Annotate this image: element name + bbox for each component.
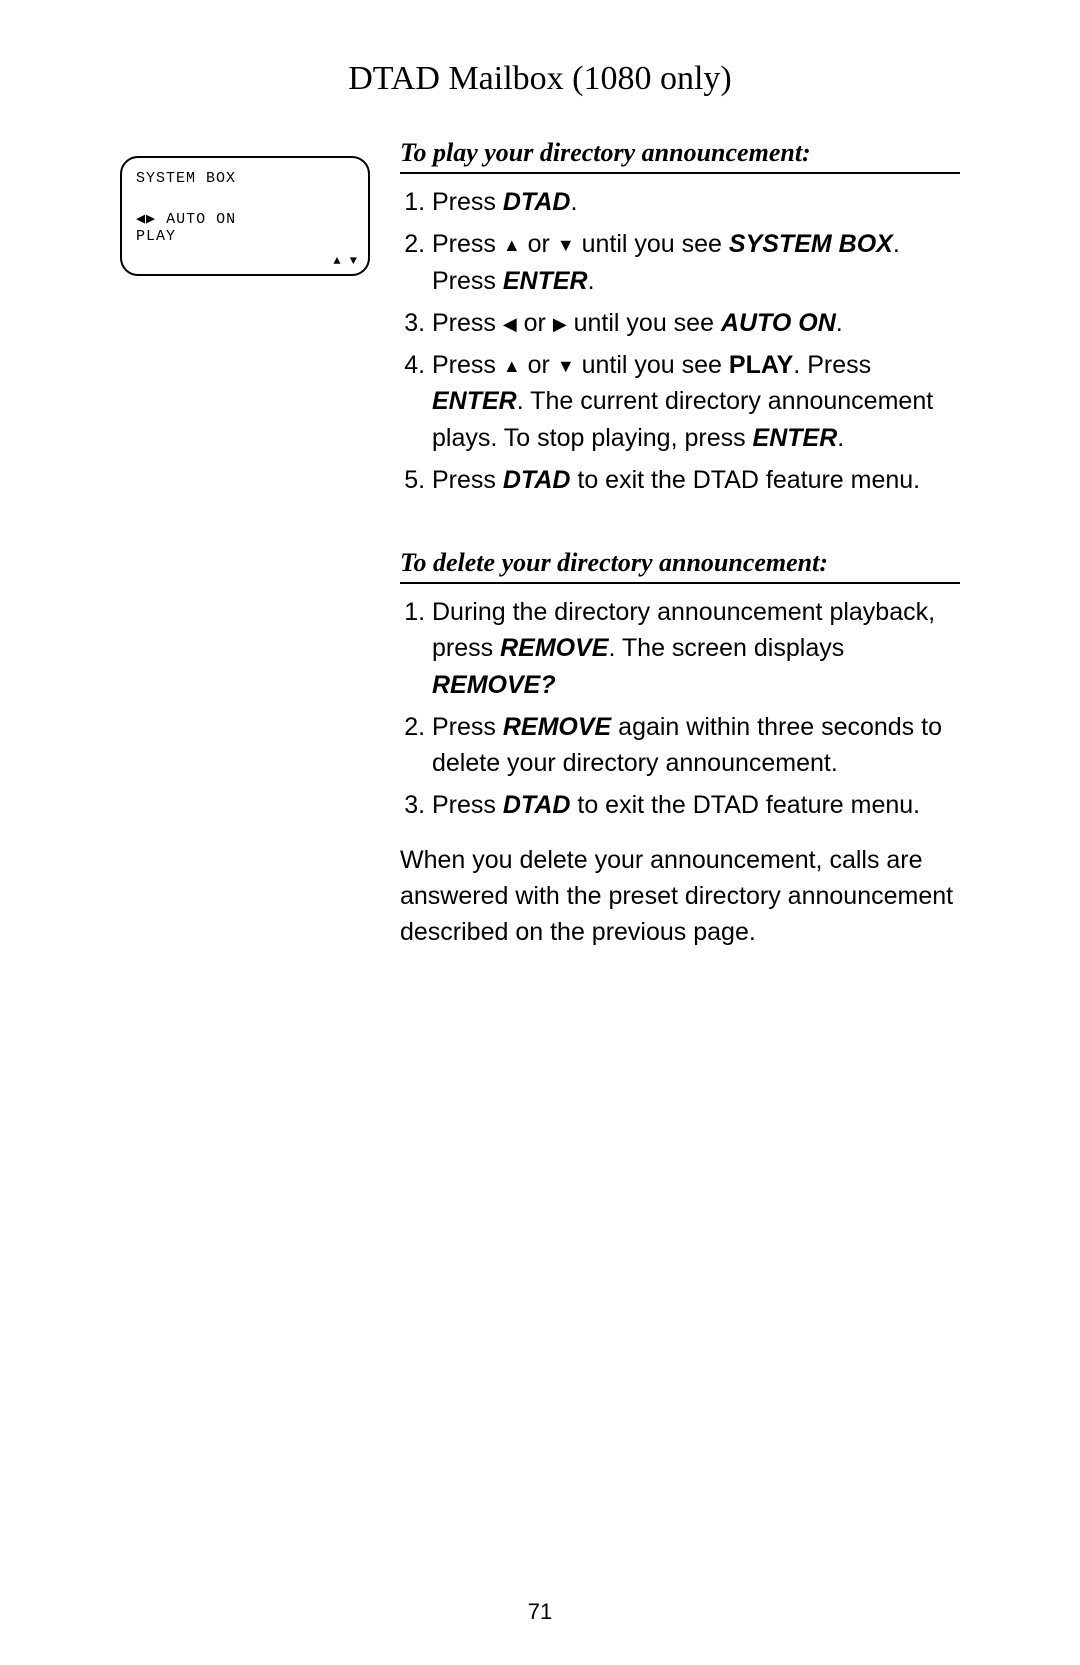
section-heading-play: To play your directory announcement: [400,138,960,174]
up-triangle-icon: ▲ [503,353,521,379]
section-heading-delete: To delete your directory announcement: [400,548,960,584]
page-title: DTAD Mailbox (1080 only) [120,60,960,98]
lcd-line-1: SYSTEM BOX [136,170,354,187]
list-item: During the directory announcement playba… [432,594,960,703]
lcd-line-3: PLAY [136,228,354,245]
list-item: Press DTAD to exit the DTAD feature menu… [432,462,960,498]
delete-note: When you delete your announcement, calls… [400,842,960,951]
down-triangle-icon: ▼ [557,353,575,379]
list-item: Press ◀ or ▶ until you see AUTO ON. [432,305,960,341]
lcd-scroll-arrows-icon: ▲ ▼ [333,256,358,266]
lcd-screen: SYSTEM BOX ◀▶ AUTO ON PLAY ▲ ▼ [120,156,370,276]
play-steps-list: Press DTAD. Press ▲ or ▼ until you see S… [400,184,960,498]
list-item: Press DTAD to exit the DTAD feature menu… [432,787,960,823]
down-triangle-icon: ▼ [557,232,575,258]
page-number: 71 [0,1599,1080,1625]
list-item: Press ▲ or ▼ until you see PLAY. Press E… [432,347,960,456]
list-item: Press ▲ or ▼ until you see SYSTEM BOX. P… [432,226,960,299]
up-triangle-icon: ▲ [503,232,521,258]
list-item: Press DTAD. [432,184,960,220]
list-item: Press REMOVE again within three seconds … [432,709,960,782]
lcd-line-2: ◀▶ AUTO ON [136,209,354,228]
right-triangle-icon: ▶ [553,311,567,337]
delete-steps-list: During the directory announcement playba… [400,594,960,824]
left-triangle-icon: ◀ [503,311,517,337]
